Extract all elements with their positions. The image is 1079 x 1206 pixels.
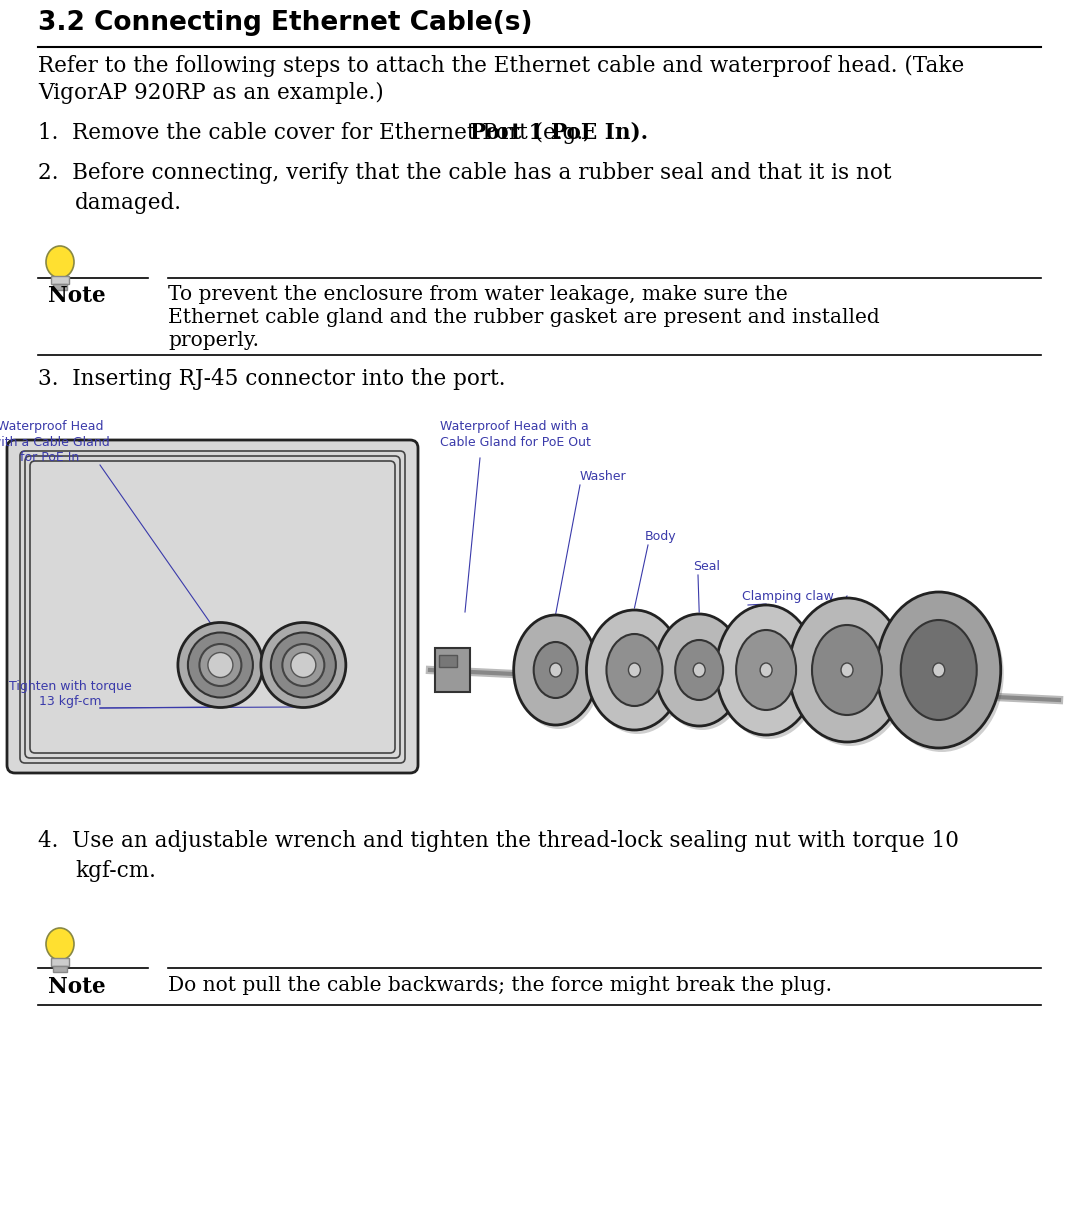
Ellipse shape (932, 663, 945, 677)
Bar (53, 966, 67, 972)
Ellipse shape (283, 644, 325, 686)
Bar (51, 958, 69, 966)
Ellipse shape (716, 605, 816, 734)
Text: Thread-lock
sealing nut: Thread-lock sealing nut (810, 620, 884, 649)
Ellipse shape (178, 622, 263, 708)
Text: 3.  Inserting RJ-45 connector into the port.: 3. Inserting RJ-45 connector into the po… (38, 368, 505, 390)
Text: 1.  Remove the cable cover for Ethernet Port (e.g.,: 1. Remove the cable cover for Ethernet P… (38, 122, 597, 144)
Ellipse shape (517, 619, 601, 728)
Text: Note: Note (47, 285, 106, 308)
Bar (435, 648, 470, 692)
Ellipse shape (208, 652, 233, 678)
Bar (51, 276, 69, 283)
Text: RJ45 Cable: RJ45 Cable (839, 673, 907, 686)
FancyBboxPatch shape (6, 440, 418, 773)
Text: Refer to the following steps to attach the Ethernet cable and waterproof head. (: Refer to the following steps to attach t… (38, 55, 965, 77)
Ellipse shape (46, 927, 74, 960)
Ellipse shape (693, 663, 706, 677)
Text: VigorAP 920RP as an example.): VigorAP 920RP as an example.) (38, 82, 384, 104)
Text: Tighten with torque
13 kgf-cm: Tighten with torque 13 kgf-cm (9, 680, 132, 708)
Ellipse shape (606, 634, 663, 706)
Text: Note: Note (47, 976, 106, 999)
Ellipse shape (789, 598, 905, 742)
Ellipse shape (877, 592, 1000, 748)
Text: 2.  Before connecting, verify that the cable has a rubber seal and that it is no: 2. Before connecting, verify that the ca… (38, 162, 891, 185)
Text: Seal: Seal (693, 560, 720, 573)
Text: Clamping claw: Clamping claw (742, 590, 834, 603)
Ellipse shape (841, 663, 853, 677)
Ellipse shape (628, 663, 641, 677)
Text: Ethernet cable gland and the rubber gasket are present and installed: Ethernet cable gland and the rubber gask… (168, 308, 879, 327)
Text: damaged.: damaged. (76, 192, 182, 213)
Ellipse shape (587, 610, 682, 730)
Ellipse shape (760, 663, 773, 677)
Ellipse shape (46, 246, 74, 279)
Text: 3.2 Connecting Ethernet Cable(s): 3.2 Connecting Ethernet Cable(s) (38, 10, 533, 36)
Text: Washer: Washer (581, 470, 627, 482)
Ellipse shape (200, 644, 242, 686)
Ellipse shape (812, 625, 882, 715)
Ellipse shape (271, 632, 336, 697)
Text: properly.: properly. (168, 330, 259, 350)
Ellipse shape (261, 622, 346, 708)
Ellipse shape (658, 617, 747, 730)
Bar (53, 283, 67, 289)
Text: Body: Body (645, 529, 677, 543)
Ellipse shape (188, 632, 252, 697)
Ellipse shape (514, 615, 598, 725)
Ellipse shape (901, 620, 976, 720)
Ellipse shape (534, 642, 577, 698)
Ellipse shape (589, 614, 685, 734)
Text: kgf-cm.: kgf-cm. (76, 860, 156, 882)
Ellipse shape (549, 663, 562, 677)
Text: To prevent the enclosure from water leakage, make sure the: To prevent the enclosure from water leak… (168, 285, 788, 304)
Ellipse shape (736, 630, 796, 710)
Bar (439, 655, 457, 667)
Ellipse shape (792, 602, 909, 747)
Text: Do not pull the cable backwards; the force might break the plug.: Do not pull the cable backwards; the for… (168, 976, 832, 995)
Ellipse shape (291, 652, 316, 678)
Text: Waterproof Head with a
Cable Gland for PoE Out: Waterproof Head with a Cable Gland for P… (440, 420, 591, 449)
Ellipse shape (675, 640, 723, 699)
Text: 4.  Use an adjustable wrench and tighten the thread-lock sealing nut with torque: 4. Use an adjustable wrench and tighten … (38, 830, 959, 851)
Ellipse shape (879, 596, 1003, 753)
Ellipse shape (655, 614, 743, 726)
Text: Port 1 PoE In).: Port 1 PoE In). (469, 122, 647, 144)
Text: Waterproof Head
with a Cable Gland
for PoE In: Waterproof Head with a Cable Gland for P… (0, 420, 109, 464)
Ellipse shape (719, 609, 819, 739)
